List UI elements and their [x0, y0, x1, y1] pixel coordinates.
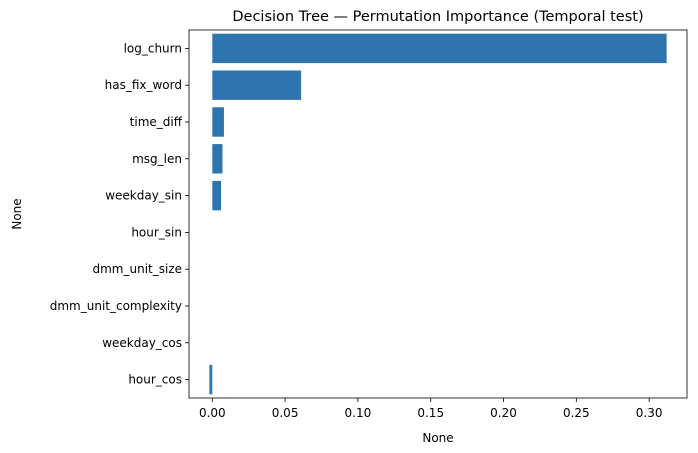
x-axis-ticks: 0.00 0.05 0.10 0.15 0.20 0.25 0.30: [199, 398, 663, 420]
x-tick-label: 0.20: [490, 406, 517, 420]
y-tick-label: weekday_cos: [102, 336, 182, 350]
y-tick-label: dmm_unit_size: [92, 262, 182, 276]
plot-frame: [188, 29, 688, 399]
y-tick-label: weekday_sin: [105, 189, 182, 203]
y-tick-label: has_fix_word: [105, 78, 182, 92]
bar-log-churn: [212, 33, 667, 64]
x-tick-label: 0.10: [345, 406, 372, 420]
bar-has-fix-word: [212, 70, 302, 100]
x-tick-label: 0.25: [563, 406, 590, 420]
bar-hour-cos: [209, 364, 213, 395]
bar-msg-len: [212, 144, 223, 174]
x-tick-label: 0.05: [272, 406, 299, 420]
bar-time-diff: [212, 107, 224, 137]
y-tick-label: hour_sin: [131, 225, 182, 239]
y-tick-label: dmm_unit_complexity: [50, 299, 182, 313]
y-tick-label: log_churn: [124, 41, 182, 55]
x-axis-label: None: [422, 431, 453, 445]
y-tick-label: time_diff: [130, 115, 183, 129]
bar-weekday-sin: [212, 180, 222, 211]
y-axis-label: None: [10, 198, 24, 229]
y-tick-label: msg_len: [132, 152, 182, 166]
y-axis-ticks: log_churn has_fix_word time_diff msg_lenwee…: [50, 41, 189, 387]
x-tick-label: 0.00: [199, 406, 226, 420]
bars-group: [209, 33, 667, 395]
x-tick-label: 0.15: [417, 406, 444, 420]
x-tick-label: 0.30: [636, 406, 663, 420]
chart-title: Decision Tree — Permutation Importance (…: [232, 9, 643, 25]
y-tick-label: hour_cos: [128, 373, 182, 387]
